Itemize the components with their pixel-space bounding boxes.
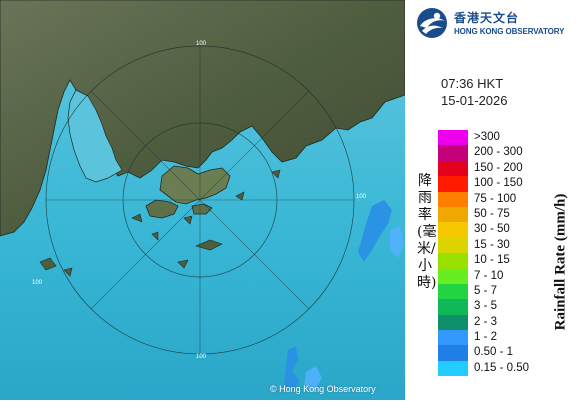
legend-title-en: Rainfall Rate (mm/h) [552,193,569,331]
legend-title-zh: 降雨率(毫米/小時) [417,173,437,291]
range-label-south: 100 [196,354,207,360]
mainland-land [0,0,406,237]
legend-range-label: 100 - 150 [474,177,523,190]
range-spokes [46,46,354,354]
legend-swatch [438,299,468,315]
legend-swatch [438,283,468,300]
hong-kong-land [159,165,231,205]
legend-title-en-wrap: Rainfall Rate (mm/h) [550,162,572,362]
legend-row: 0.15 - 0.50 [438,360,538,377]
range-label-east: 100 [356,194,367,200]
legend-range-label: 10 - 15 [474,254,510,267]
island-f [131,213,143,223]
legend-row: >300 [438,130,538,146]
legend-range-label: 30 - 50 [474,223,510,236]
rainfall-legend: >300 200 - 300 150 - 200 100 - 150 75 - 100 5… [438,130,538,377]
range-label-west: 100 [32,280,43,286]
radar-map-svg: 100 100 100 100 [0,0,406,400]
legend-range-label: 150 - 200 [474,161,523,174]
radar-date: 15-01-2026 [441,93,508,108]
legend-row: 1 - 2 [438,330,538,346]
legend-row: 150 - 200 [438,160,538,177]
island-e [177,259,189,269]
legend-swatch [438,160,468,177]
island-c [39,257,57,271]
legend-range-label: 0.15 - 0.50 [474,361,529,374]
legend-row: 3 - 5 [438,299,538,315]
info-panel: 香港天文台 HONG KONG OBSERVATORY 07:36 HKT 15… [405,0,577,400]
legend-row: 15 - 30 [438,237,538,254]
island-h [271,169,281,179]
legend-swatch [438,130,468,146]
legend-swatch [438,345,468,361]
range-label-north: 100 [196,41,207,47]
org-name-en: HONG KONG OBSERVATORY [454,27,565,36]
legend-swatch [438,360,468,377]
legend-row: 5 - 7 [438,283,538,300]
legend-range-label: 5 - 7 [474,284,498,297]
rain-echo-east [358,200,392,262]
legend-swatch [438,145,468,161]
hko-logo: 香港天文台 HONG KONG OBSERVATORY [415,6,575,42]
island-b [195,239,223,251]
legend-swatch [438,191,468,207]
island-a [183,215,193,225]
legend-swatch [438,237,468,254]
legend-row: 2 - 3 [438,314,538,331]
legend-swatch [438,222,468,238]
lantau-island [145,199,179,219]
legend-row: 0.50 - 1 [438,345,538,361]
radar-map: 100 100 100 100 © Hong Kong Observatory [0,0,406,400]
legend-row: 50 - 75 [438,206,538,223]
legend-swatch [438,268,468,284]
legend-swatch [438,176,468,192]
legend-row: 10 - 15 [438,253,538,269]
rain-echo-south [284,346,300,392]
spoke-ne-sw [90,90,310,310]
hko-emblem-icon [417,8,447,38]
legend-row: 30 - 50 [438,222,538,238]
legend-row: 200 - 300 [438,145,538,161]
legend-range-label: 200 - 300 [474,146,523,159]
island-d [63,267,73,277]
island-i [151,231,159,241]
pearl-river-estuary [67,89,123,183]
rain-echoes [284,200,404,392]
legend-swatch [438,253,468,269]
island-g [235,191,245,201]
legend-row: 100 - 150 [438,176,538,192]
copyright-text: © Hong Kong Observatory [270,384,376,394]
legend-range-label: 3 - 5 [474,300,498,313]
org-name-zh: 香港天文台 [454,11,520,25]
legend-swatch [438,330,468,346]
legend-row: 75 - 100 [438,191,538,207]
legend-range-label: 50 - 75 [474,207,510,220]
legend-range-label: >300 [474,131,500,143]
legend-row: 7 - 10 [438,268,538,284]
legend-range-label: 7 - 10 [474,269,504,282]
radar-time: 07:36 HKT [441,76,504,91]
legend-range-label: 1 - 2 [474,331,498,344]
legend-range-label: 15 - 30 [474,238,510,251]
range-labels: 100 100 100 100 [32,41,367,360]
rain-echo-east-light [390,226,404,258]
hk-island [191,203,213,215]
legend-range-label: 0.50 - 1 [474,346,513,359]
legend-range-label: 2 - 3 [474,315,498,328]
legend-swatch [438,314,468,331]
rain-echo-south-2 [304,366,322,392]
legend-swatch [438,206,468,223]
legend-range-label: 75 - 100 [474,192,517,205]
